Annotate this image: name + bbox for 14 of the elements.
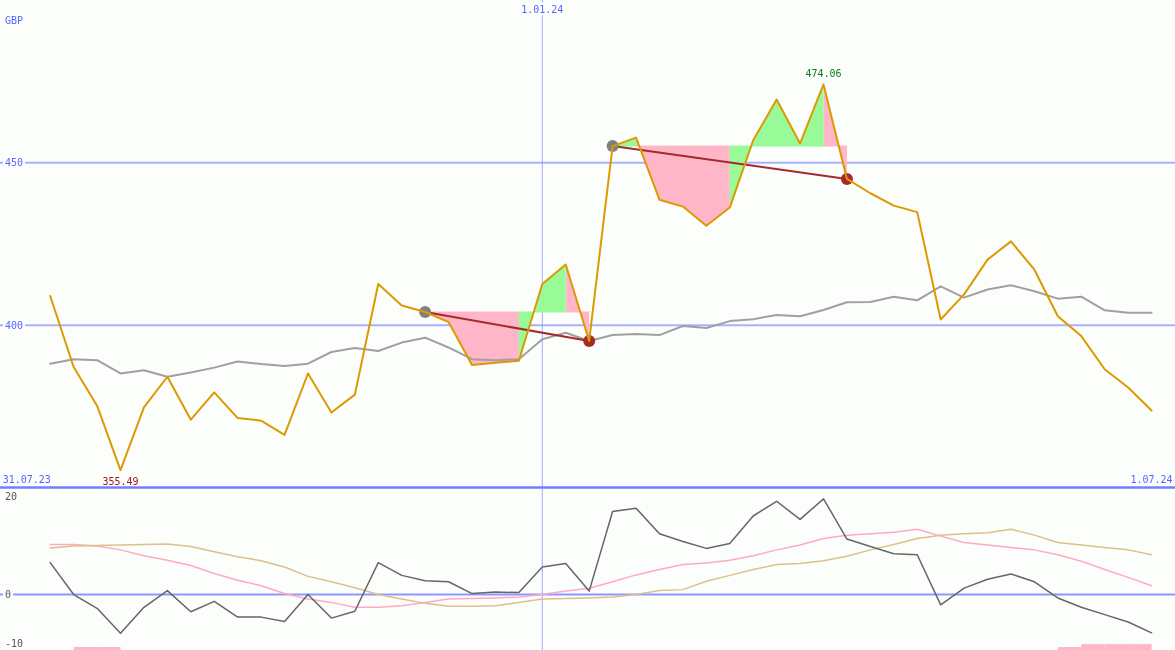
y-tick-label: 400 — [5, 319, 24, 331]
y-tick-label: 0 — [5, 589, 12, 601]
line-series — [49, 83, 1153, 472]
y-axis-title: GBP — [5, 14, 24, 26]
y-tick-label: 20 — [5, 490, 18, 502]
y-tick-label: -10 — [5, 638, 24, 650]
x-tick-label: 31.07.23 — [2, 473, 51, 485]
line-series — [49, 284, 1153, 378]
ref-line-label: 1.01.24 — [521, 3, 564, 15]
y-tick-label: 450 — [5, 157, 24, 169]
annotation: 474.06 — [805, 67, 842, 79]
x-tick-label: 1.07.24 — [1130, 473, 1173, 485]
annotation: 355.49 — [102, 475, 139, 487]
line-series — [49, 498, 1153, 635]
